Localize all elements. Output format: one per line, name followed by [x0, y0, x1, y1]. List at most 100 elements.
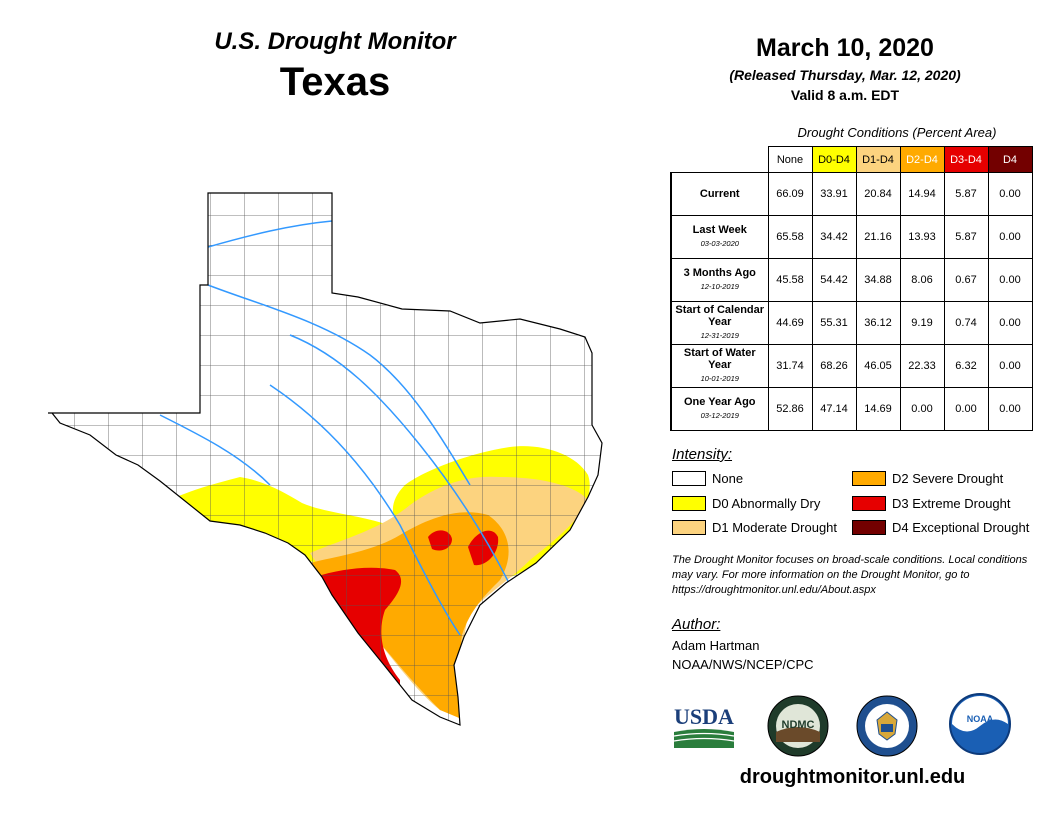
table-cell: 20.84 [855, 172, 901, 216]
col-header: D3-D4 [943, 146, 989, 173]
row-label: Start of Water Year [683, 347, 756, 371]
row-label: One Year Ago [683, 396, 756, 408]
river-pecos [159, 414, 271, 486]
table-cell: 13.93 [899, 215, 945, 259]
ndmc-logo: NDMC [767, 695, 829, 757]
col-header: D2-D4 [899, 146, 945, 173]
row-label: Current [699, 188, 740, 200]
row-header: 3 Months Ago 12-10-2019 [670, 258, 769, 302]
texas-outline [48, 192, 603, 726]
table-cell: 45.58 [767, 258, 813, 302]
table-cell: 31.74 [767, 344, 813, 388]
row-date: 12-31-2019 [700, 331, 739, 340]
row-label: Last Week [692, 224, 747, 236]
table-cell: 0.00 [987, 215, 1033, 259]
table-row: Start of Calendar Year 12-31-2019 44.69 5… [670, 301, 1033, 345]
river-canadian [207, 284, 471, 486]
row-header: One Year Ago 03-12-2019 [670, 387, 769, 431]
legend-swatch [672, 471, 706, 486]
table-cell: 46.05 [855, 344, 901, 388]
legend-title: Intensity: [672, 446, 733, 463]
legend-swatch [852, 496, 886, 511]
drought-conditions-table: None D0-D4 D1-D4 D2-D4 D3-D4 D4 Current … [670, 146, 1033, 431]
legend-label: D1 Moderate Drought [712, 520, 838, 535]
table-cell: 6.32 [943, 344, 989, 388]
usda-logo-text: USDA [674, 704, 734, 729]
author-title: Author: [672, 616, 721, 633]
legend-label: D0 Abnormally Dry [712, 496, 821, 511]
table-cell: 68.26 [811, 344, 857, 388]
table-cell: 0.00 [943, 387, 989, 431]
table-cell: 0.00 [987, 301, 1033, 345]
usda-logo: USDA [673, 704, 735, 748]
table-cell: 54.42 [811, 258, 857, 302]
col-header: D0-D4 [811, 146, 857, 173]
legend-item-d4: D4 Exceptional Drought [852, 520, 1029, 535]
table-header-row: None D0-D4 D1-D4 D2-D4 D3-D4 D4 [671, 146, 1033, 173]
disclaimer-note: The Drought Monitor focuses on broad-sca… [672, 554, 1028, 596]
table-cell: 33.91 [811, 172, 857, 216]
legend-item-none: None [672, 471, 743, 486]
table-cell: 0.00 [899, 387, 945, 431]
legend-item-d3: D3 Extreme Drought [852, 496, 1011, 511]
row-header: Start of Water Year 10-01-2019 [670, 344, 769, 388]
texas-drought-map [48, 192, 603, 726]
noaa-logo-text: NOAA [967, 714, 994, 724]
table-cell: 9.19 [899, 301, 945, 345]
table-cell: 14.94 [899, 172, 945, 216]
legend-swatch [852, 471, 886, 486]
table-cell: 0.00 [987, 387, 1033, 431]
table-cell: 0.74 [943, 301, 989, 345]
table-cell: 14.69 [855, 387, 901, 431]
table-cell: 47.14 [811, 387, 857, 431]
table-row: One Year Ago 03-12-2019 52.86 47.14 14.69… [670, 387, 1033, 431]
drought-areas [48, 193, 602, 725]
row-date: 10-01-2019 [700, 374, 739, 383]
table-cell: 52.86 [767, 387, 813, 431]
website-link[interactable]: droughtmonitor.unl.edu [739, 766, 966, 788]
table-cell: 0.00 [987, 258, 1033, 302]
col-header: D4 [987, 146, 1033, 173]
table-cell: 36.12 [855, 301, 901, 345]
author-name: Adam Hartman [672, 638, 760, 653]
row-header: Start of Calendar Year 12-31-2019 [670, 301, 769, 345]
table-cell: 44.69 [767, 301, 813, 345]
table-row: Start of Water Year 10-01-2019 31.74 68.2… [670, 344, 1033, 388]
valid-time: Valid 8 a.m. EDT [790, 87, 900, 103]
legend-swatch [672, 520, 706, 535]
row-date: 03-03-2020 [700, 239, 739, 248]
product-title: U.S. Drought Monitor [214, 28, 456, 55]
date-header: March 10, 2020 (Released Thursday, Mar. … [690, 34, 1000, 103]
legend-label: None [712, 471, 744, 486]
table-cell: 21.16 [855, 215, 901, 259]
row-header: Current [670, 172, 769, 216]
table-row: Last Week 03-03-2020 65.58 34.42 21.16 13… [670, 215, 1033, 259]
noaa-logo: NOAA [949, 693, 1011, 755]
row-date: 12-10-2019 [700, 282, 739, 291]
table-cell: 0.00 [987, 344, 1033, 388]
ndmc-logo-text: NDMC [782, 719, 815, 731]
table-cell: 0.00 [987, 172, 1033, 216]
release-date: (Released Thursday, Mar. 12, 2020) [729, 67, 961, 83]
table-cell: 65.58 [767, 215, 813, 259]
row-date: 03-12-2019 [700, 411, 739, 420]
legend-item-d1: D1 Moderate Drought [672, 520, 837, 535]
author-org: NOAA/NWS/NCEP/CPC [672, 657, 814, 672]
col-header: D1-D4 [855, 146, 901, 173]
table-cell: 8.06 [899, 258, 945, 302]
table-cell: 0.67 [943, 258, 989, 302]
table-cell: 66.09 [767, 172, 813, 216]
map-header: U.S. Drought Monitor Texas [190, 28, 480, 105]
legend-label: D4 Exceptional Drought [892, 520, 1030, 535]
table-cell: 34.42 [811, 215, 857, 259]
table-corner [671, 147, 768, 173]
table-cell: 22.33 [899, 344, 945, 388]
legend-item-d2: D2 Severe Drought [852, 471, 1003, 486]
legend-swatch [672, 496, 706, 511]
river-colorado [269, 384, 461, 636]
col-header: None [767, 146, 813, 173]
legend-label: D3 Extreme Drought [892, 496, 1011, 511]
table-row: Current 66.09 33.91 20.84 14.94 5.87 0.0… [670, 172, 1033, 216]
river-brazos [289, 334, 511, 586]
row-label: Start of Calendar Year [675, 304, 765, 328]
